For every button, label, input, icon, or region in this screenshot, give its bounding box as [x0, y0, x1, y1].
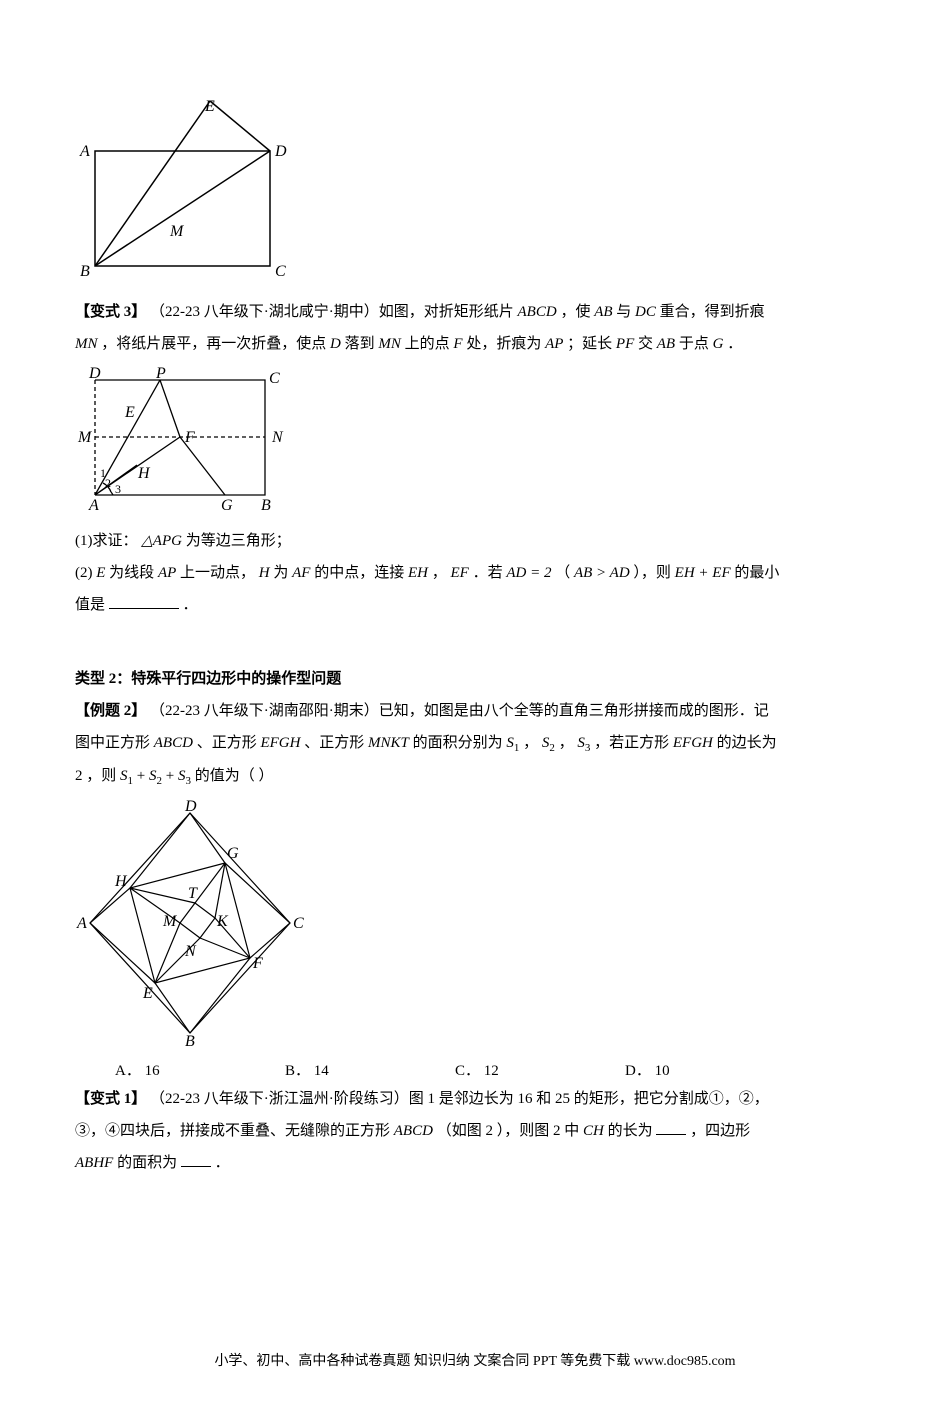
svg-text:D: D: [88, 365, 101, 382]
svg-text:A: A: [79, 143, 90, 160]
svg-text:T: T: [188, 885, 198, 902]
document-page: A D B C E M 【变式 3】 （22-23 八年级下·湖北咸宁·期中）如…: [0, 0, 950, 1410]
option-d: D． 10: [625, 1059, 795, 1080]
option-a: A． 16: [115, 1059, 285, 1080]
svg-text:F: F: [252, 955, 263, 972]
svg-text:M: M: [77, 429, 93, 446]
svg-text:K: K: [216, 913, 229, 930]
svg-text:M: M: [169, 223, 185, 240]
svg-text:B: B: [80, 263, 90, 280]
svg-text:F: F: [184, 429, 195, 446]
q2-line2: 值是 ．: [75, 590, 875, 620]
ex2-line2: 图中正方形 ABCD 、正方形 EFGH 、正方形 MNKT 的面积分别为 S1…: [75, 728, 875, 759]
tag-var3: 【变式 3】: [75, 304, 146, 320]
svg-text:B: B: [261, 497, 271, 514]
answer-blank-2: [656, 1119, 686, 1135]
svg-text:C: C: [275, 263, 286, 280]
var1-line2: ③，④四块后，拼接成不重叠、无缝隙的正方形 ABCD （如图 2 ），则图 2 …: [75, 1116, 875, 1146]
svg-text:E: E: [142, 985, 153, 1002]
svg-text:2: 2: [105, 476, 111, 490]
option-b: B． 14: [285, 1059, 455, 1080]
svg-text:C: C: [293, 915, 304, 932]
svg-text:A: A: [88, 497, 99, 514]
tag-var1: 【变式 1】: [75, 1091, 146, 1107]
answer-blank-1: [109, 593, 179, 609]
svg-text:D: D: [184, 798, 197, 815]
svg-text:E: E: [204, 98, 215, 115]
svg-text:M: M: [162, 913, 178, 930]
option-c: C． 12: [455, 1059, 625, 1080]
svg-text:H: H: [137, 465, 151, 482]
svg-text:A: A: [76, 915, 87, 932]
svg-text:P: P: [155, 365, 166, 382]
page-footer: 小学、初中、高中各种试卷真题 知识归纳 文案合同 PPT 等免费下载 www.d…: [75, 1350, 875, 1370]
var1-line3: ABHF 的面积为 ．: [75, 1148, 875, 1178]
svg-text:H: H: [114, 873, 128, 890]
svg-text:C: C: [269, 370, 280, 387]
problem-var3-line1: 【变式 3】 （22-23 八年级下·湖北咸宁·期中）如图，对折矩形纸片 ABC…: [75, 297, 875, 327]
svg-text:B: B: [185, 1033, 195, 1048]
ex2-line3: 2 ，则 S1 + S2 + S3 的值为（ ）: [75, 761, 875, 792]
diagram-3: D C B A G F E H T K N M: [75, 798, 875, 1053]
svg-text:N: N: [184, 943, 197, 960]
svg-text:G: G: [227, 845, 239, 862]
diagram-1: A D B C E M: [75, 96, 875, 291]
var1-line1: 【变式 1】 （22-23 八年级下·浙江温州·阶段练习）图 1 是邻边长为 1…: [75, 1084, 875, 1114]
svg-text:N: N: [271, 429, 284, 446]
q1: (1)求证： △APG 为等边三角形；: [75, 526, 875, 556]
svg-text:3: 3: [115, 482, 121, 496]
answer-blank-3: [181, 1151, 211, 1167]
problem-var3-line2: MN ，将纸片展平，再一次折叠，使点 D 落到 MN 上的点 F 处，折痕为 A…: [75, 329, 875, 359]
options-row: A． 16 B． 14 C． 12 D． 10: [75, 1059, 875, 1080]
svg-text:G: G: [221, 497, 233, 514]
tag-ex2: 【例题 2】: [75, 703, 146, 719]
svg-text:D: D: [274, 143, 287, 160]
section-2-title: 类型 2：特殊平行四边形中的操作型问题: [75, 664, 875, 694]
q2-line1: (2) E 为线段 AP 上一动点， H 为 AF 的中点，连接 EH ， EF…: [75, 558, 875, 588]
svg-text:E: E: [124, 404, 135, 421]
ex2-line1: 【例题 2】 （22-23 八年级下·湖南邵阳·期末）已知，如图是由八个全等的直…: [75, 696, 875, 726]
diagram-2: D P C M N A G B E F H 1 2 3: [75, 365, 875, 520]
